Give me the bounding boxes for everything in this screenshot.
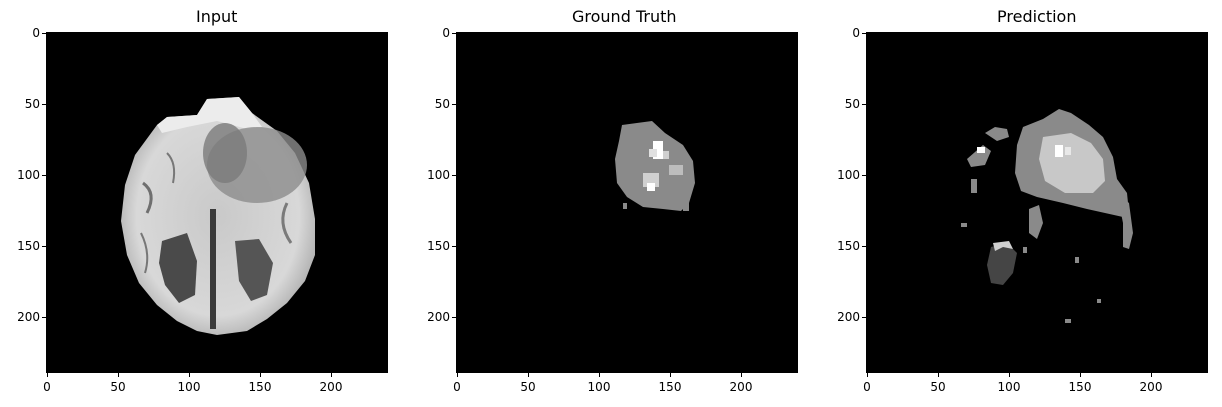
xtick-mark (118, 373, 119, 377)
xtick-mark (457, 373, 458, 377)
xtick-label: 0 (863, 380, 871, 394)
ytick-mark (452, 33, 456, 34)
ytick-mark (862, 246, 866, 247)
xtick-mark (1080, 373, 1081, 377)
image-axes (866, 32, 1208, 373)
ytick-mark (452, 317, 456, 318)
ground-truth-mask (615, 121, 695, 211)
xtick-mark (670, 373, 671, 377)
ytick-label: 50 (24, 97, 40, 111)
xtick-label: 100 (177, 380, 201, 394)
ytick-mark (452, 246, 456, 247)
ytick-mark (862, 104, 866, 105)
xtick-mark (1009, 373, 1010, 377)
xtick-label: 0 (43, 380, 51, 394)
panel-input: Input (0, 0, 400, 407)
ytick-label: 200 (837, 310, 860, 324)
ytick-mark (452, 175, 456, 176)
xtick-label: 50 (520, 380, 536, 394)
ytick-label: 50 (434, 97, 450, 111)
xtick-label: 50 (930, 380, 946, 394)
panel-title: Prediction (997, 7, 1077, 26)
ytick-mark (42, 317, 46, 318)
ytick-label: 0 (442, 26, 450, 40)
ytick-label: 200 (427, 310, 450, 324)
xtick-mark (599, 373, 600, 377)
xtick-mark (528, 373, 529, 377)
xtick-label: 150 (658, 380, 682, 394)
ytick-label: 150 (427, 239, 450, 253)
xtick-label: 100 (587, 380, 611, 394)
ytick-mark (42, 104, 46, 105)
ytick-mark (42, 175, 46, 176)
xtick-label: 200 (319, 380, 343, 394)
ytick-label: 150 (837, 239, 860, 253)
panel-title: Input (196, 7, 238, 26)
xtick-label: 100 (997, 380, 1021, 394)
ytick-mark (42, 246, 46, 247)
image-axes (456, 32, 798, 373)
xtick-mark (938, 373, 939, 377)
panel-prediction: Prediction (820, 0, 1220, 407)
ytick-mark (42, 33, 46, 34)
ytick-mark (862, 317, 866, 318)
ytick-mark (862, 175, 866, 176)
ytick-label: 200 (17, 310, 40, 324)
panel-ground-truth: Ground Truth 0 50 100 150 200 0 (410, 0, 810, 407)
ytick-label: 100 (17, 168, 40, 182)
xtick-label: 150 (248, 380, 272, 394)
ytick-label: 0 (32, 26, 40, 40)
panel-title: Ground Truth (572, 7, 677, 26)
xtick-label: 50 (110, 380, 126, 394)
ytick-mark (862, 33, 866, 34)
ytick-label: 50 (844, 97, 860, 111)
ytick-label: 100 (837, 168, 860, 182)
xtick-mark (189, 373, 190, 377)
ytick-label: 150 (17, 239, 40, 253)
xtick-mark (331, 373, 332, 377)
xtick-mark (1151, 373, 1152, 377)
xtick-label: 200 (1139, 380, 1163, 394)
mri-image (121, 97, 315, 335)
ytick-label: 0 (852, 26, 860, 40)
xtick-label: 0 (453, 380, 461, 394)
ytick-mark (452, 104, 456, 105)
xtick-mark (47, 373, 48, 377)
xtick-label: 150 (1068, 380, 1092, 394)
prediction-mask (961, 109, 1133, 323)
image-axes (46, 32, 388, 373)
xtick-label: 200 (729, 380, 753, 394)
xtick-mark (260, 373, 261, 377)
ytick-label: 100 (427, 168, 450, 182)
xtick-mark (867, 373, 868, 377)
xtick-mark (741, 373, 742, 377)
